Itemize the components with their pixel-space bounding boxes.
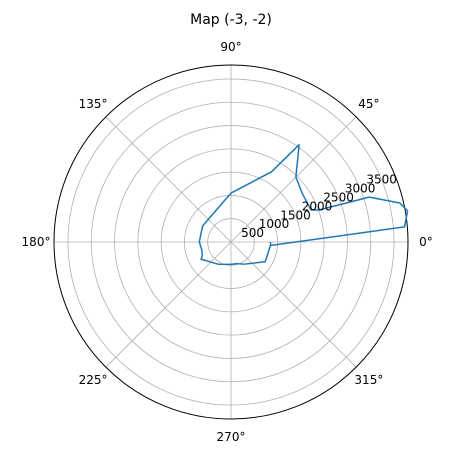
theta-tick-label: 225°	[79, 373, 108, 387]
theta-grid-line-135	[105, 116, 232, 243]
theta-tick-label: 135°	[79, 97, 108, 111]
r-tick-label: 1500	[280, 208, 311, 222]
r-tick-label: 2500	[323, 190, 354, 204]
theta-grid-line-225	[105, 241, 232, 368]
theta-tick-label: 180°	[22, 235, 51, 249]
theta-tick-label: 45°	[358, 97, 379, 111]
r-tick-label: 2000	[302, 199, 333, 213]
theta-grid-line-315	[230, 241, 357, 368]
r-tick-label: 500	[241, 226, 264, 240]
theta-tick-label: 90°	[220, 40, 241, 54]
theta-tick-label: 315°	[354, 373, 383, 387]
r-tick-label: 1000	[259, 217, 290, 231]
r-tick-label: 3000	[345, 182, 376, 196]
chart-title: Map (-3, -2)	[190, 12, 272, 28]
polar-grid	[54, 65, 408, 419]
theta-tick-label: 270°	[217, 430, 246, 444]
r-tick-label: 3500	[366, 173, 397, 187]
data-series-layer	[198, 143, 409, 266]
theta-tick-label: 0°	[419, 235, 433, 249]
angular-tick-labels: 0° 45° 90° 135° 180° 225° 270° 315°	[22, 40, 433, 444]
theta-grid-line-45	[230, 116, 357, 243]
series-line-0	[198, 143, 409, 266]
polar-outer-boundary	[53, 64, 409, 420]
